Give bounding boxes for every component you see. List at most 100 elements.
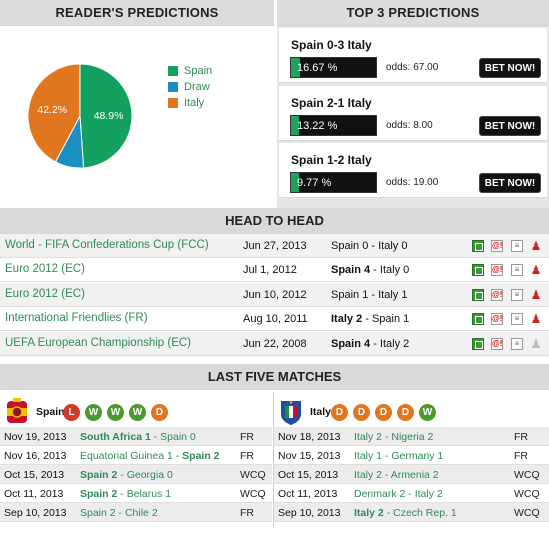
prediction-card: Spain 1-2 Italy 9.77 % odds: 19.00 BET N… bbox=[279, 143, 547, 198]
match-score-link[interactable]: Equatorial Guinea 1 - Spain 2 bbox=[80, 450, 220, 462]
form-badge-l: L bbox=[63, 404, 80, 421]
h2h-date: Jun 10, 2012 bbox=[243, 288, 307, 301]
match-date: Oct 15, 2013 bbox=[278, 469, 339, 481]
match-report-icon[interactable]: ≡ bbox=[511, 313, 523, 326]
bet-now-button[interactable]: BET NOW! bbox=[479, 58, 541, 78]
prediction-percent-bar: 9.77 % bbox=[290, 172, 377, 193]
prediction-odds: odds: 19.00 bbox=[386, 177, 439, 188]
match-score-link[interactable]: South Africa 1 - Spain 0 bbox=[80, 431, 196, 443]
last-match-row: Nov 18, 2013 Italy 2 - Nigeria 2 FR bbox=[274, 427, 549, 446]
h2h-date: Jun 27, 2013 bbox=[243, 240, 307, 252]
h2h-competition-link[interactable]: Euro 2012 (EC) bbox=[5, 263, 85, 276]
last-match-row: Oct 11, 2013 Spain 2 - Belarus 1 WCQ bbox=[0, 484, 272, 503]
match-score-link[interactable]: Italy 1 - Germany 1 bbox=[354, 450, 444, 462]
h2h-competition-link[interactable]: UEFA European Championship (EC) bbox=[5, 336, 192, 349]
match-score-link[interactable]: Spain 2 - Belarus 1 bbox=[80, 488, 172, 500]
match-events-icon[interactable]: @! bbox=[491, 313, 503, 326]
top3-title: TOP 3 PREDICTIONS bbox=[277, 0, 549, 26]
italy-name: Italy bbox=[310, 406, 332, 418]
legend-swatch bbox=[168, 98, 178, 108]
form-badge-w: W bbox=[419, 404, 436, 421]
match-events-icon[interactable]: @! bbox=[491, 264, 503, 277]
match-score-link[interactable]: Italy 2 - Armenia 2 bbox=[354, 469, 439, 481]
match-lineup-icon[interactable]: ♟ bbox=[530, 287, 542, 302]
match-date: Nov 15, 2013 bbox=[278, 450, 341, 462]
match-date: Oct 11, 2013 bbox=[4, 488, 64, 500]
prediction-score: Spain 2-1 Italy bbox=[291, 96, 372, 110]
h2h-row: Euro 2012 (EC) Jul 1, 2012 Spain 4 - Ita… bbox=[0, 258, 549, 283]
h2h-date: Aug 10, 2011 bbox=[243, 313, 308, 326]
bet-now-button[interactable]: BET NOW! bbox=[479, 116, 541, 136]
match-score-link[interactable]: Italy 2 - Nigeria 2 bbox=[354, 431, 434, 443]
prediction-percent-bar: 16.67 % bbox=[290, 57, 377, 78]
last-match-row: Nov 19, 2013 South Africa 1 - Spain 0 FR bbox=[0, 427, 272, 446]
pie-legend: Spain Draw Italy bbox=[168, 63, 212, 111]
form-badge-d: D bbox=[375, 404, 392, 421]
match-events-icon[interactable]: @! bbox=[491, 240, 503, 252]
prediction-percent-fill bbox=[291, 116, 299, 135]
legend-label: Spain bbox=[184, 65, 213, 77]
form-badge-d: D bbox=[331, 404, 348, 421]
prediction-percent-label: 13.22 % bbox=[297, 120, 338, 132]
column-divider bbox=[273, 392, 274, 528]
match-competition: FR bbox=[514, 431, 528, 443]
pie-slice-spain bbox=[79, 64, 132, 168]
h2h-result: Spain 4 - Italy 0 bbox=[331, 264, 410, 277]
match-report-icon[interactable]: ≡ bbox=[511, 337, 523, 350]
match-competition: FR bbox=[240, 431, 254, 443]
match-lineup-icon[interactable]: ♟ bbox=[530, 239, 542, 253]
head-to-head-title: HEAD TO HEAD bbox=[0, 208, 549, 234]
match-field-icon[interactable] bbox=[472, 240, 484, 252]
prediction-percent-fill bbox=[291, 173, 299, 192]
match-score-link[interactable]: Italy 2 - Czech Rep. 1 bbox=[354, 507, 457, 519]
match-report-icon[interactable]: ≡ bbox=[511, 264, 523, 277]
match-report-icon[interactable]: ≡ bbox=[511, 288, 523, 301]
prediction-percent-label: 9.77 % bbox=[297, 177, 332, 189]
match-field-icon[interactable] bbox=[472, 288, 484, 301]
h2h-competition-link[interactable]: International Friendlies (FR) bbox=[5, 312, 148, 325]
match-field-icon[interactable] bbox=[472, 337, 484, 350]
pie-slice-italy bbox=[28, 64, 81, 163]
pie-label-italy: 42.2% bbox=[37, 104, 67, 116]
match-competition: WCQ bbox=[514, 469, 540, 481]
last-match-row: Oct 11, 2013 Denmark 2 - Italy 2 WCQ bbox=[274, 484, 549, 503]
match-events-icon[interactable]: @! bbox=[491, 337, 503, 350]
form-badge-d: D bbox=[397, 404, 414, 421]
prediction-score: Spain 0-3 Italy bbox=[291, 38, 372, 52]
italy-crest-icon: ★ bbox=[281, 400, 301, 425]
form-badge-w: W bbox=[107, 404, 124, 421]
h2h-row: Euro 2012 (EC) Jun 10, 2012 Spain 1 - It… bbox=[0, 282, 549, 307]
match-competition: FR bbox=[240, 507, 254, 519]
h2h-result: Spain 1 - Italy 1 bbox=[331, 288, 408, 301]
h2h-competition-link[interactable]: World - FIFA Confederations Cup (FCC) bbox=[5, 239, 209, 251]
legend-item-draw: Draw bbox=[168, 79, 212, 95]
svg-text:★: ★ bbox=[289, 400, 294, 406]
last-match-row: Oct 15, 2013 Italy 2 - Armenia 2 WCQ bbox=[274, 465, 549, 484]
match-competition: FR bbox=[514, 450, 528, 462]
bet-now-button[interactable]: BET NOW! bbox=[479, 173, 541, 193]
form-badge-d: D bbox=[151, 404, 168, 421]
last-match-row: Nov 16, 2013 Equatorial Guinea 1 - Spain… bbox=[0, 446, 272, 465]
form-badge-w: W bbox=[129, 404, 146, 421]
readers-predictions-title: READER'S PREDICTIONS bbox=[0, 0, 274, 26]
match-lineup-icon[interactable]: ♟ bbox=[530, 312, 542, 327]
match-date: Oct 11, 2013 bbox=[278, 488, 338, 500]
match-date: Nov 16, 2013 bbox=[4, 450, 67, 462]
match-lineup-icon[interactable]: ♟ bbox=[530, 263, 542, 278]
match-score-link[interactable]: Spain 2 - Georgia 0 bbox=[80, 469, 173, 481]
match-report-icon[interactable]: ≡ bbox=[511, 240, 523, 252]
match-competition: WCQ bbox=[240, 469, 266, 481]
legend-item-italy: Italy bbox=[168, 95, 212, 111]
match-score-link[interactable]: Denmark 2 - Italy 2 bbox=[354, 488, 443, 500]
match-field-icon[interactable] bbox=[472, 264, 484, 277]
h2h-result: Spain 4 - Italy 2 bbox=[331, 337, 410, 350]
match-field-icon[interactable] bbox=[472, 313, 484, 326]
h2h-result: Italy 2 - Spain 1 bbox=[331, 313, 410, 326]
h2h-competition-link[interactable]: Euro 2012 (EC) bbox=[5, 287, 85, 300]
pie-chart-area: 48.9% 42.2% Spain Draw Italy bbox=[0, 26, 274, 208]
match-events-icon[interactable]: @! bbox=[491, 288, 503, 301]
match-lineup-icon[interactable]: ♟ bbox=[530, 336, 542, 351]
match-score-link[interactable]: Spain 2 - Chile 2 bbox=[80, 507, 158, 519]
form-badge-d: D bbox=[353, 404, 370, 421]
prediction-percent-label: 16.67 % bbox=[297, 62, 338, 74]
